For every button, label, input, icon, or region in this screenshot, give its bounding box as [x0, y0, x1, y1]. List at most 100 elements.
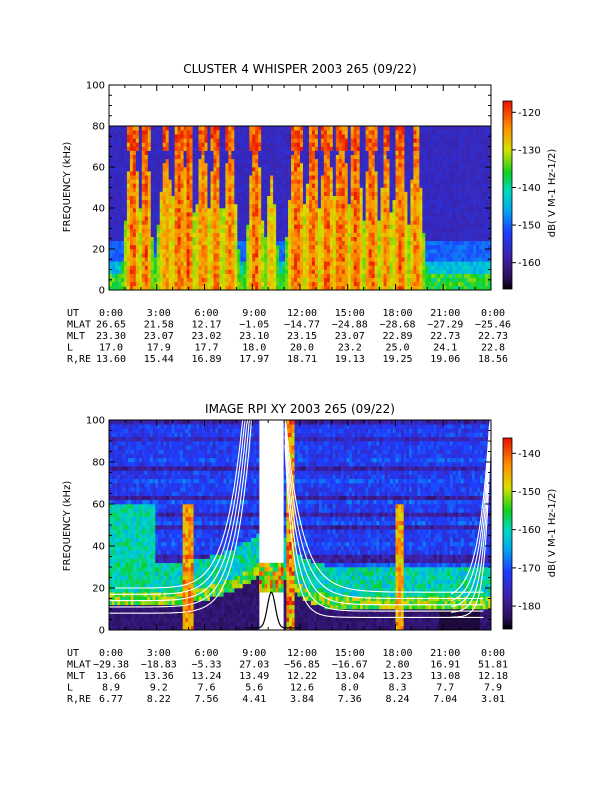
panel1-heat-cell	[476, 154, 480, 160]
panel1-heat-cell	[317, 179, 322, 184]
panel1-heat-cell	[329, 249, 334, 254]
panel1-heat-cell	[120, 195, 125, 201]
panel1-heat-cell	[341, 162, 346, 168]
panel1-heat-cell	[243, 261, 247, 266]
panel1-heat-cell	[464, 171, 468, 176]
panel1-heat-cell	[222, 228, 226, 233]
panel1-heat-cell	[222, 138, 226, 143]
panel1-heat-cell	[458, 281, 462, 287]
panel1-heat-cell	[273, 167, 277, 172]
panel1-heat-cell	[192, 232, 196, 237]
panel1-heat-cell	[311, 171, 316, 176]
panel1-heat-cell	[410, 253, 414, 258]
panel1-heat-cell	[428, 191, 432, 196]
panel1-heat-cell	[144, 236, 149, 242]
panel1-heat-cell	[470, 142, 474, 147]
panel1-heat-cell	[332, 253, 337, 258]
panel1-heat-cell	[270, 150, 274, 155]
panel1-heat-cell	[476, 261, 480, 266]
panel1-heat-cell	[231, 187, 235, 192]
panel1-heat-cell	[147, 154, 152, 160]
panel1-heat-cell	[258, 191, 262, 196]
panel1-heat-cell	[416, 158, 420, 164]
panel1-heat-cell	[252, 199, 256, 205]
panel1-heat-cell	[291, 236, 295, 242]
panel1-heat-cell	[123, 179, 128, 184]
panel1-heat-cell	[297, 224, 301, 229]
panel1-heat-cell	[189, 142, 193, 147]
panel1-heat-cell	[279, 187, 283, 192]
panel1-heat-cell	[255, 220, 259, 225]
panel1-heat-cell	[467, 150, 471, 155]
panel1-heat-cell	[195, 199, 199, 205]
panel1-heat-cell	[446, 240, 450, 246]
panel1-heat-cell	[111, 195, 116, 201]
panel1-heat-cell	[437, 232, 441, 237]
panel1-heat-cell	[449, 154, 453, 160]
panel1-heat-cell	[413, 216, 417, 221]
panel1-heat-cell	[347, 179, 352, 184]
panel1-heat-cell	[473, 277, 477, 283]
panel1-heat-cell	[464, 281, 468, 287]
panel1-heat-cell	[347, 162, 352, 168]
panel1-heat-cell	[434, 265, 438, 270]
panel1-heat-cell	[404, 236, 408, 242]
panel1-heat-cell	[320, 126, 325, 131]
panel1-heat-cell	[338, 212, 343, 217]
panel1-heat-cell	[407, 257, 411, 262]
panel1-heat-cell	[398, 236, 402, 242]
panel1-heat-cell	[401, 224, 405, 229]
panel1-heat-cell	[243, 244, 247, 250]
panel1-heat-cell	[288, 138, 292, 143]
panel1-heat-cell	[222, 203, 226, 209]
panel1-heat-cell	[311, 199, 316, 205]
panel1-heat-cell	[165, 126, 169, 131]
panel1-heat-cell	[416, 253, 420, 258]
panel1-heat-cell	[332, 171, 337, 176]
panel1-heat-cell	[389, 150, 393, 155]
panel1-heat-cell	[371, 208, 375, 213]
panel1-heat-cell	[323, 244, 328, 250]
panel1-heat-cell	[317, 285, 322, 291]
panel1-heat-cell	[267, 162, 271, 168]
panel1-heat-cell	[258, 142, 262, 147]
panel1-heat-cell	[177, 240, 181, 246]
panel1-heat-cell	[413, 199, 417, 205]
panel1-heat-cell	[177, 162, 181, 168]
panel1-heat-cell	[470, 244, 474, 250]
panel1-heat-cell	[231, 220, 235, 225]
panel1-heat-cell	[162, 146, 166, 151]
panel1-heat-cell	[317, 253, 322, 258]
panel1-heat-cell	[177, 257, 181, 262]
panel1-heat-cell	[255, 277, 259, 283]
panel1-heat-cell	[267, 183, 271, 188]
panel1-heat-cell	[282, 179, 286, 184]
panel1-heat-cell	[479, 175, 483, 180]
panel1-heat-cell	[297, 285, 301, 291]
panel1-heat-cell	[297, 203, 301, 209]
panel1-heat-cell	[311, 146, 316, 151]
panel1-heat-cell	[132, 130, 137, 135]
panel1-heat-cell	[374, 146, 378, 151]
panel1-heat-cell	[329, 126, 334, 131]
panel1-heat-cell	[300, 134, 304, 139]
panel1-heat-cell	[311, 220, 316, 225]
panel1-heat-cell	[204, 257, 208, 262]
panel1-heat-cell	[431, 240, 435, 246]
panel1-heat-cell	[216, 142, 220, 147]
panel1-heat-cell	[323, 269, 328, 274]
panel1-heat-cell	[440, 191, 444, 196]
panel1-heat-cell	[353, 212, 357, 217]
panel1-heat-cell	[222, 277, 226, 283]
panel1-heat-cell	[126, 216, 131, 221]
panel1-heat-cell	[473, 179, 477, 184]
panel1-heat-cell	[252, 212, 256, 217]
panel1-heat-cell	[228, 167, 232, 172]
panel1-heat-cell	[225, 191, 229, 196]
panel1-heat-cell	[288, 154, 292, 160]
panel1-heat-cell	[111, 150, 116, 155]
panel1-heat-cell	[344, 228, 349, 233]
panel1-heat-cell	[231, 162, 235, 168]
panel1-heat-cell	[210, 183, 214, 188]
panel1-heat-cell	[452, 162, 456, 168]
